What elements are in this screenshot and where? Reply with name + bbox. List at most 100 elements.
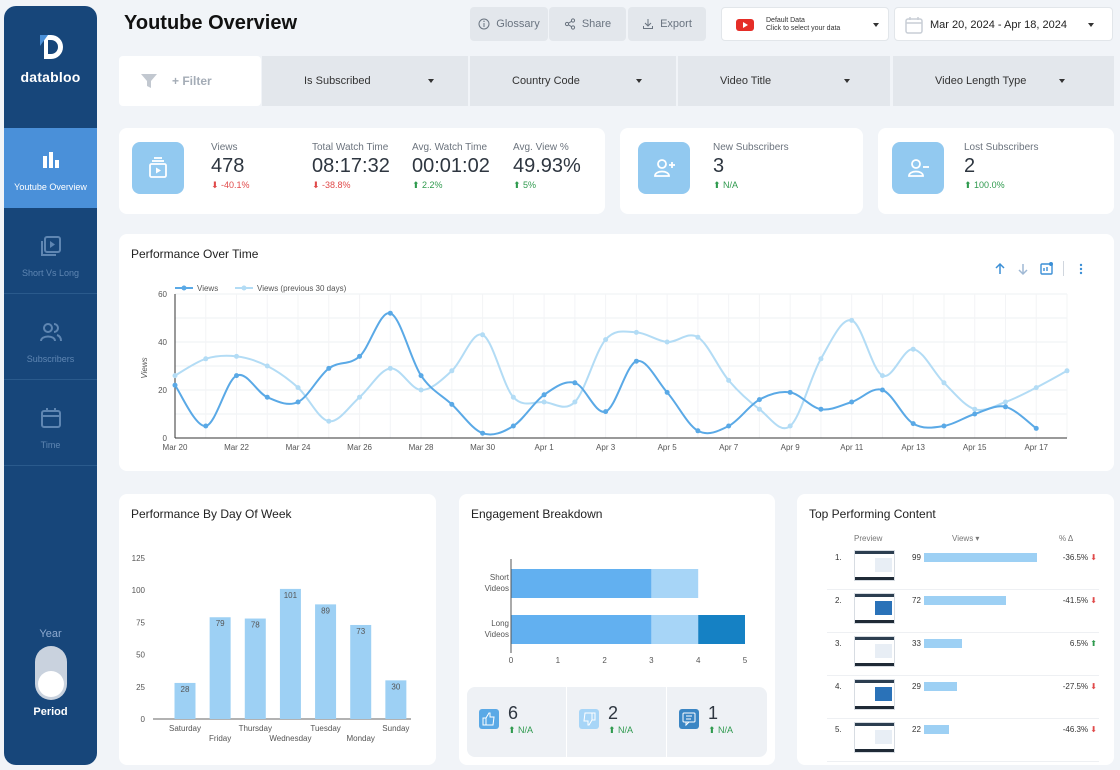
views-value: 72: [912, 596, 921, 605]
table-row[interactable]: 4. 29 -27.5% ⬇: [827, 679, 1099, 719]
arrow-down-icon[interactable]: [1016, 262, 1030, 276]
x-tick-label: Mar 30: [470, 443, 495, 452]
drill-icon[interactable]: [1039, 261, 1054, 276]
arrow-up-icon[interactable]: [993, 262, 1007, 276]
pct-change-value: -27.5%: [1062, 682, 1089, 691]
views-bar: [924, 553, 1037, 562]
avg-view-pct-delta-value: 5%: [523, 180, 537, 190]
lost-subs-value: 2: [964, 155, 976, 177]
remove-user-icon-badge: [892, 142, 944, 194]
year-period-toggle[interactable]: [35, 646, 67, 700]
x-tick-label: Sunday: [382, 724, 409, 733]
data-point: [203, 356, 209, 362]
header-preview: Preview: [854, 534, 883, 543]
video-library-icon: [40, 236, 61, 256]
glossary-button[interactable]: Glossary: [470, 7, 548, 41]
video-thumbnail[interactable]: [854, 593, 895, 624]
views-value: 29: [912, 682, 921, 691]
filter-bar: + Filter Is Subscribed Country Code Vide…: [119, 56, 1114, 106]
dislikes-delta-value: N/A: [618, 725, 634, 735]
bar-value-label: 78: [251, 621, 260, 630]
thumbnail-footer: [855, 663, 894, 666]
filter-video-length-type[interactable]: Video Length Type: [893, 56, 1114, 106]
data-point: [664, 339, 670, 345]
bar-value-label: 30: [391, 682, 400, 691]
watch-time-delta-value: -38.8%: [322, 180, 351, 190]
new-subs-delta: ⬆ N/A: [713, 180, 739, 190]
performance-over-time-card: Performance Over Time Views Views (previ…: [119, 234, 1114, 471]
x-tick-label: Apr 9: [781, 443, 801, 452]
data-point: [357, 353, 363, 359]
data-point: [234, 373, 240, 379]
data-point: [910, 421, 916, 427]
data-point: [295, 399, 301, 405]
trend-arrow-icon: ⬆: [1090, 639, 1097, 648]
add-filter-button[interactable]: + Filter: [119, 56, 261, 106]
video-thumbnail[interactable]: [854, 550, 895, 581]
engagement-stacked-bar-chart: Short Videos Long Videos 0 1 2 3 4 5: [485, 559, 748, 665]
dislikes-delta: ⬆ N/A: [608, 725, 634, 735]
youtube-logo-icon: [736, 19, 754, 31]
data-point: [234, 353, 240, 359]
y-tick-label: 60: [158, 290, 167, 299]
more-vertical-icon[interactable]: [1074, 262, 1088, 276]
sidebar-item-youtube-overview[interactable]: Youtube Overview: [4, 128, 97, 208]
table-row[interactable]: 5. 22 -46.3% ⬇: [827, 722, 1099, 762]
data-source-hint: Click to select your data: [766, 25, 841, 32]
pct-change-value: -46.3%: [1062, 725, 1089, 734]
x-tick-label: Mar 26: [347, 443, 372, 452]
data-source-name: Default Data: [766, 17, 805, 24]
data-point: [418, 373, 424, 379]
export-button[interactable]: Export: [628, 7, 706, 41]
data-point: [480, 332, 486, 338]
lost-subs-delta-value: 100.0%: [974, 180, 1005, 190]
data-point: [541, 399, 547, 405]
data-point: [572, 380, 578, 386]
table-row[interactable]: 3. 33 6.5% ⬆: [827, 636, 1099, 676]
watch-time-delta: ⬇ -38.8%: [312, 180, 351, 190]
table-row[interactable]: 1. 99 -36.5% ⬇: [827, 550, 1099, 590]
sidebar-item-time[interactable]: Time: [4, 386, 97, 466]
filter-video-title[interactable]: Video Title: [678, 56, 890, 106]
comment-icon: [682, 712, 696, 727]
x-tick-label: 4: [696, 656, 701, 665]
stats-divider: [566, 687, 567, 757]
add-filter-label: + Filter: [172, 74, 212, 88]
logo[interactable]: databloo: [4, 32, 97, 85]
views-bar: [924, 682, 958, 691]
sidebar-item-subscribers[interactable]: Subscribers: [4, 300, 97, 380]
date-range-picker[interactable]: Mar 20, 2024 - Apr 18, 2024: [894, 7, 1113, 41]
bar: [385, 680, 407, 719]
filter-is-subscribed[interactable]: Is Subscribed: [262, 56, 468, 106]
rank: 3.: [835, 639, 842, 648]
pct-change-value: -36.5%: [1062, 553, 1089, 562]
glossary-label: Glossary: [496, 18, 540, 30]
data-point: [387, 365, 393, 371]
pct-change: 6.5% ⬆: [1070, 639, 1097, 648]
data-point: [972, 406, 978, 412]
avg-view-pct-value: 49.93%: [513, 155, 581, 177]
y-tick-label: 0: [163, 434, 168, 443]
data-source-selector[interactable]: Default Data Click to select your data: [721, 7, 889, 41]
bar-value-label: 89: [321, 606, 330, 615]
views-label: Views: [211, 142, 238, 153]
header-views-sort[interactable]: Views ▾: [952, 534, 980, 543]
data-point: [787, 389, 793, 395]
sidebar: databloo Youtube Overview Short Vs Long …: [4, 6, 97, 765]
share-button[interactable]: Share: [549, 7, 626, 41]
stats-divider: [666, 687, 667, 757]
y-tick-label: Videos: [485, 584, 509, 593]
thumbs-up-icon-badge: [479, 709, 499, 729]
pct-change: -41.5% ⬇: [1063, 596, 1097, 605]
x-tick-label: Apr 7: [719, 443, 739, 452]
video-thumbnail[interactable]: [854, 722, 895, 753]
pct-change: -36.5% ⬇: [1063, 553, 1097, 562]
filter-country-code[interactable]: Country Code: [470, 56, 676, 106]
video-thumbnail[interactable]: [854, 679, 895, 710]
table-row[interactable]: 2. 72 -41.5% ⬇: [827, 593, 1099, 633]
data-point: [172, 373, 178, 379]
data-point: [264, 394, 270, 400]
y-axis-label: Views: [140, 357, 149, 378]
video-thumbnail[interactable]: [854, 636, 895, 667]
sidebar-item-short-vs-long[interactable]: Short Vs Long: [4, 214, 97, 294]
